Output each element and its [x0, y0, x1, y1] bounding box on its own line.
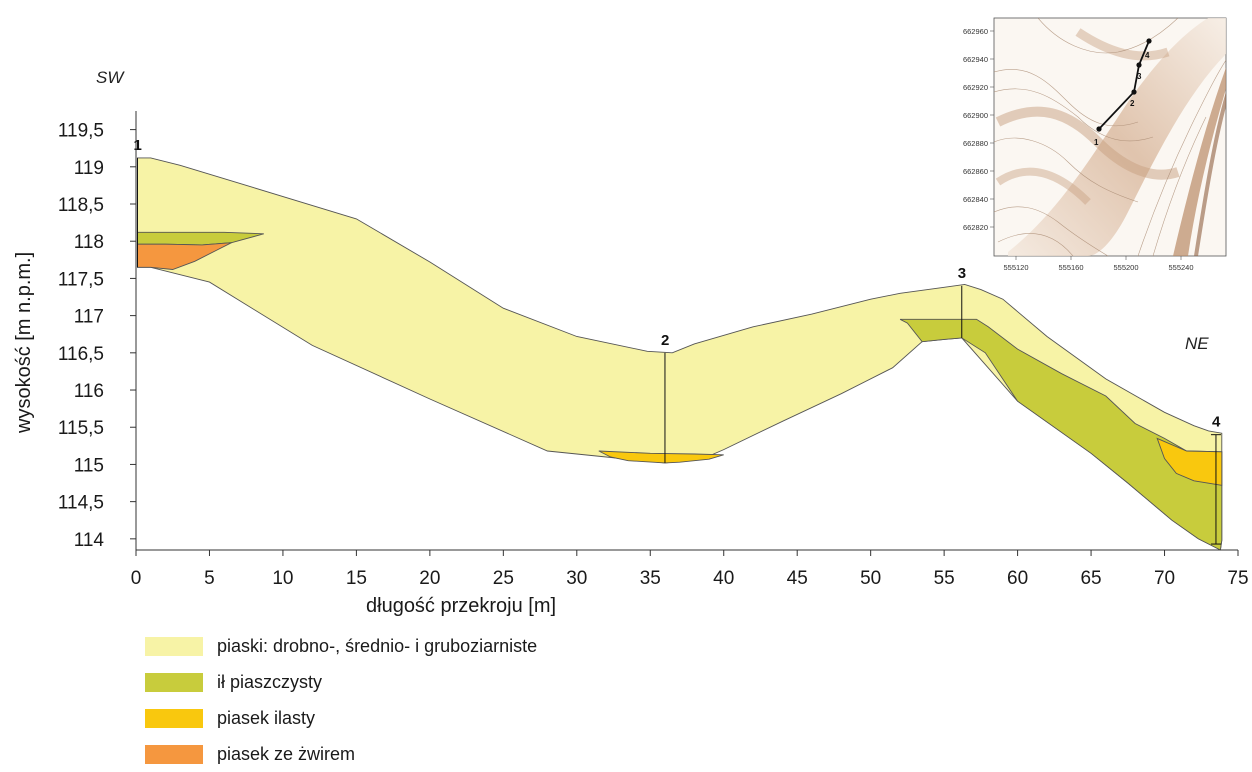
y-tick-label: 115,5: [58, 418, 104, 439]
x-tick-label: 30: [566, 568, 587, 589]
inset-label-3: 3: [1137, 72, 1142, 81]
layer-sand-with-gravel: [137, 242, 232, 270]
x-tick-label: 10: [272, 568, 293, 589]
direction-left-label: SW: [96, 68, 125, 87]
x-tick-label: 20: [419, 568, 440, 589]
legend-item-clayey-sand: piasek ilasty: [145, 700, 537, 736]
x-tick-label: 55: [934, 568, 955, 589]
inset-y-tick-label: 662940: [963, 55, 988, 64]
legend-item-sand-with-gravel: piasek ze żwirem: [145, 736, 537, 772]
x-tick-label: 25: [493, 568, 514, 589]
legend: piaski: drobno-, średnio- i gruboziarnis…: [145, 628, 537, 772]
y-axis-title: wysokość [m n.p.m.]: [13, 252, 35, 434]
y-tick-label: 118,5: [58, 195, 104, 216]
inset-y-tick-label: 662880: [963, 139, 988, 148]
inset-terrain: [994, 18, 1226, 256]
legend-label: piasek ze żwirem: [217, 743, 356, 764]
inset-point-1: [1096, 126, 1102, 132]
inset-x-tick-label: 555200: [1113, 263, 1138, 272]
plot-layers: [137, 157, 1223, 551]
legend-label: piasek ilasty: [217, 707, 316, 728]
x-tick-label: 45: [787, 568, 808, 589]
inset-y-tick-label: 662840: [963, 195, 988, 204]
legend-swatch: [145, 636, 203, 656]
layer-clayey-sand-2: [1156, 437, 1223, 486]
layer-clayey-sand-1: [598, 450, 724, 464]
boreholes: 1 2 3 4: [133, 137, 1221, 545]
inset-label-2: 2: [1130, 99, 1135, 108]
x-tick-label: 65: [1080, 568, 1101, 589]
x-tick-label: 0: [131, 568, 142, 589]
y-tick-label: 116: [74, 381, 104, 402]
x-tick-label: 75: [1227, 568, 1248, 589]
direction-right-label: NE: [1185, 334, 1209, 353]
borehole-label-4: 4: [1212, 414, 1221, 431]
x-tick-label: 60: [1007, 568, 1028, 589]
inset-x-tick-label: 555160: [1058, 263, 1083, 272]
x-tick-label: 35: [640, 568, 661, 589]
inset-point-4: [1146, 38, 1152, 44]
y-tick-label: 119: [74, 158, 104, 179]
inset-x-tick-label: 555240: [1168, 263, 1193, 272]
inset-y-tick-label: 662960: [963, 27, 988, 36]
inset-location-map: 662960 662940 662920 662900 662880 662860 6628…: [938, 12, 1231, 285]
y-tick-label: 117,5: [58, 269, 104, 290]
legend-label: ił piaszczysty: [217, 671, 323, 692]
x-tick-label: 15: [346, 568, 367, 589]
x-tick-label: 5: [204, 568, 215, 589]
inset-label-4: 4: [1145, 51, 1150, 60]
inset-label-1: 1: [1094, 138, 1099, 147]
y-tick-label: 118: [74, 232, 104, 253]
y-tick-label: 115: [74, 455, 104, 476]
x-tick-label: 50: [860, 568, 881, 589]
inset-point-3: [1136, 62, 1142, 68]
axes: 0 5 10 15 20 25 30 35 40 45 50 55 60 65 70 75114114,511…: [58, 111, 1249, 589]
legend-swatch: [145, 744, 203, 764]
borehole-label-2: 2: [661, 332, 669, 349]
inset-y-ticks: 662960 662940 662920 662900 662880 662860 6628…: [963, 27, 994, 232]
inset-x-tick-label: 555120: [1003, 263, 1028, 272]
inset-point-2: [1131, 89, 1137, 95]
inset-map-svg: 662960 662940 662920 662900 662880 662860 6628…: [963, 17, 1227, 272]
inset-y-tick-label: 662860: [963, 167, 988, 176]
legend-label: piaski: drobno-, średnio- i gruboziarnis…: [217, 635, 538, 656]
inset-y-tick-label: 662900: [963, 111, 988, 120]
inset-y-tick-label: 662920: [963, 83, 988, 92]
y-tick-label: 116,5: [58, 344, 104, 365]
y-tick-label: 114: [74, 530, 105, 551]
legend-swatch: [145, 672, 203, 692]
inset-x-ticks: 555120 555160 555200 555240: [1003, 256, 1194, 272]
x-tick-label: 40: [713, 568, 734, 589]
borehole-label-1: 1: [133, 137, 141, 154]
layer-sandy-clay: [899, 318, 1223, 551]
y-tick-label: 117: [74, 307, 104, 328]
legend-item-sandy-clay: ił piaszczysty: [145, 664, 537, 700]
legend-item-sands: piaski: drobno-, średnio- i gruboziarnis…: [145, 628, 537, 664]
y-tick-label: 119,5: [58, 121, 104, 142]
borehole-label-3: 3: [958, 265, 966, 282]
y-tick-label: 114,5: [58, 493, 104, 514]
x-tick-label: 70: [1154, 568, 1175, 589]
inset-y-tick-label: 662820: [963, 223, 988, 232]
legend-swatch: [145, 708, 203, 728]
inset-profile-line: 1 2 3 4: [1094, 38, 1152, 147]
x-axis-title: długość przekroju [m]: [366, 595, 556, 617]
